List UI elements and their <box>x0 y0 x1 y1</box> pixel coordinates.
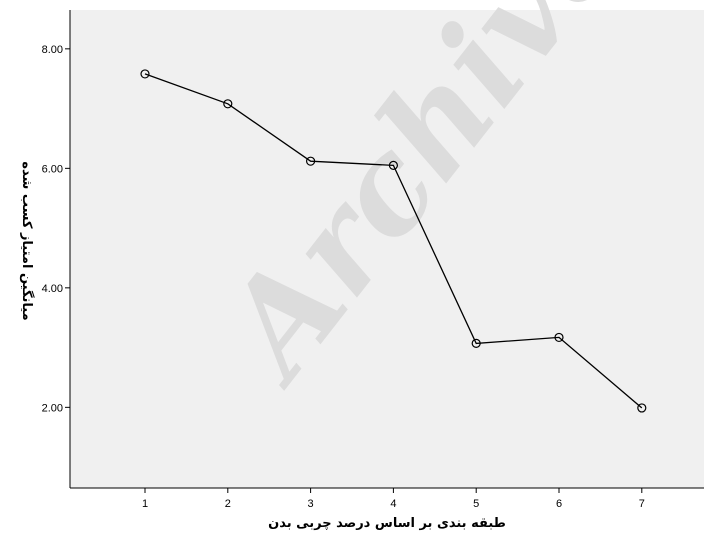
data-markers <box>140 69 647 413</box>
data-point <box>223 99 233 109</box>
y-axis-ticks: 2.00 4.00 6.00 8.00 <box>42 44 70 414</box>
y-tick-label: 6.00 <box>42 163 63 175</box>
x-tick-label: 7 <box>639 498 645 510</box>
x-tick-label: 5 <box>473 498 479 510</box>
x-tick-label: 4 <box>390 498 396 510</box>
x-axis-ticks: 1 2 3 4 5 6 7 <box>142 488 645 510</box>
y-tick-label: 2.00 <box>42 402 63 414</box>
x-tick-label: 3 <box>308 498 314 510</box>
y-tick-label: 8.00 <box>42 44 63 56</box>
x-tick-label: 2 <box>225 498 231 510</box>
data-point <box>471 338 481 349</box>
data-point <box>388 160 398 170</box>
data-point <box>554 332 564 343</box>
data-point <box>140 69 150 79</box>
series-line <box>144 73 643 409</box>
x-tick-label: 6 <box>556 498 562 510</box>
x-tick-label: 1 <box>142 498 148 510</box>
y-axis-title: میانگین امتیاز کسب شده <box>19 161 35 320</box>
y-tick-label: 4.00 <box>42 283 63 295</box>
data-point <box>637 403 647 413</box>
plot-area <box>70 10 704 488</box>
x-axis-title: طبقه بندی بر اساس درصد چربی بدن <box>268 516 506 531</box>
data-point <box>306 156 316 166</box>
